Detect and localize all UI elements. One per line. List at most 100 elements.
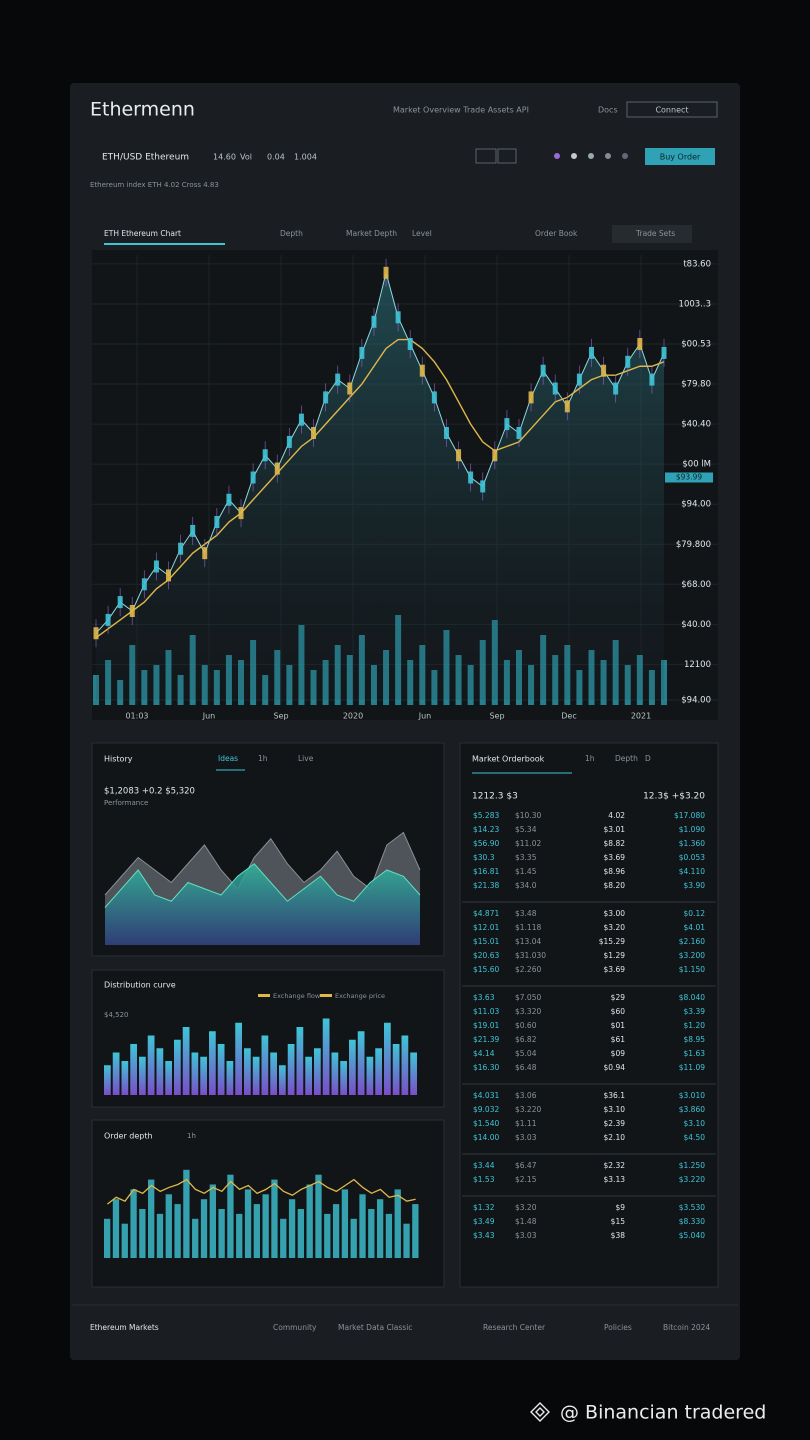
bar [244,1048,251,1095]
y-tick-label: $68.00 [681,580,711,590]
menu[interactable]: Docs [598,106,618,115]
table-cell: $3.220 [679,1175,705,1184]
y-tick-label: $94.00 [681,696,711,706]
icon-button[interactable] [497,148,517,164]
bar [226,1061,234,1095]
bar [174,1204,181,1258]
footer-link[interactable]: Research Center [483,1323,546,1332]
value: 1212.3 $3 [472,792,518,802]
tab[interactable]: Live [298,754,314,763]
button[interactable]: Connect [655,106,688,115]
watermark: @ Binancian tradered [560,1402,766,1424]
button-frame[interactable] [645,148,715,165]
button[interactable]: Buy Order [660,153,701,162]
candle [395,311,401,324]
table-cell: $3.320 [515,1007,541,1016]
footer-link[interactable]: Ethereum Markets [90,1323,159,1332]
table-cell: $1.11 [515,1119,537,1128]
tab[interactable]: Market Depth [346,229,397,238]
table-cell: $2.39 [604,1119,626,1128]
bar [340,1061,347,1095]
icon-button[interactable] [475,148,497,164]
stat: Vol [240,153,252,162]
y-tick-label: $40.00 [681,620,711,630]
footer-link[interactable]: Community [273,1323,317,1332]
tab[interactable]: D [645,754,651,763]
table-cell: $1.540 [473,1119,499,1128]
table-cell: $2.32 [604,1161,626,1170]
table-cell: $4.50 [684,1133,706,1142]
tab[interactable]: 1h [585,754,595,763]
price-tag [665,472,713,483]
bar [376,1199,384,1258]
table-cell: $21.38 [473,881,499,890]
table-cell: $0.12 [684,909,706,918]
tab[interactable]: Depth [280,229,303,238]
tab[interactable]: 1h [258,754,268,763]
card-title: Order depth [104,1132,153,1141]
bar [139,1209,146,1258]
bar [324,1213,331,1258]
footer-link[interactable]: Bitcoin 2024 [663,1323,710,1332]
table-cell: $2.10 [604,1133,626,1142]
bar [403,1223,410,1258]
table-cell: $1.118 [515,923,541,932]
candle [431,391,437,404]
nav[interactable]: Market Overview Trade Assets API [393,106,529,115]
table-cell: $9.032 [473,1105,499,1114]
table-cell: $1.48 [515,1217,537,1226]
table-cell: 4.02 [608,811,625,820]
card-title: Market Orderbook [472,755,545,764]
table-cell: $3.90 [684,881,706,890]
bar [130,1044,137,1095]
table-cell: $1.090 [679,825,705,834]
icon[interactable] [554,153,560,159]
candle [504,418,510,431]
icon[interactable] [588,153,594,159]
table-cell: $60 [611,1007,626,1016]
bar [244,1189,252,1258]
bar [261,1035,269,1095]
table-cell: $09 [611,1049,626,1058]
table-cell: $3.01 [604,825,626,834]
table-cell: $8.040 [679,993,705,1002]
candle [371,315,377,328]
table-cell: $29 [611,993,626,1002]
tab[interactable]: Depth [615,754,638,763]
candle [601,364,607,377]
bar [156,1213,164,1258]
candle [129,605,135,617]
price-tag-label: $93.99 [676,473,702,482]
button-frame[interactable] [626,101,718,118]
tab[interactable]: Trade Sets [635,229,675,238]
tab[interactable]: Level [412,229,432,238]
icon[interactable] [571,153,577,159]
icon[interactable] [622,153,628,159]
tab[interactable]: Ideas [218,754,238,763]
candle [190,524,196,537]
table-cell: $34.0 [515,881,537,890]
table-cell: $14.23 [473,825,499,834]
candle [649,373,655,386]
candle [492,449,498,462]
candle [153,560,159,573]
tab[interactable]: Order Book [535,229,578,238]
candle [613,382,619,395]
bar [297,1209,305,1258]
icon[interactable] [605,153,611,159]
table-cell: $17.080 [674,811,705,820]
candle [166,569,172,582]
tab-frame[interactable] [612,225,692,243]
bar [182,1027,190,1095]
footer-link[interactable]: Market Data Classic [338,1323,412,1332]
tab[interactable]: ETH Ethereum Chart [104,229,181,238]
bar [401,1035,409,1095]
candle [323,391,329,404]
bar [349,1039,356,1095]
footer-link[interactable]: Policies [604,1323,632,1332]
bar [112,1199,120,1258]
table-cell: $1.53 [473,1175,495,1184]
table-cell: $3.03 [515,1133,537,1142]
candle [576,373,582,386]
bar [331,1052,339,1095]
